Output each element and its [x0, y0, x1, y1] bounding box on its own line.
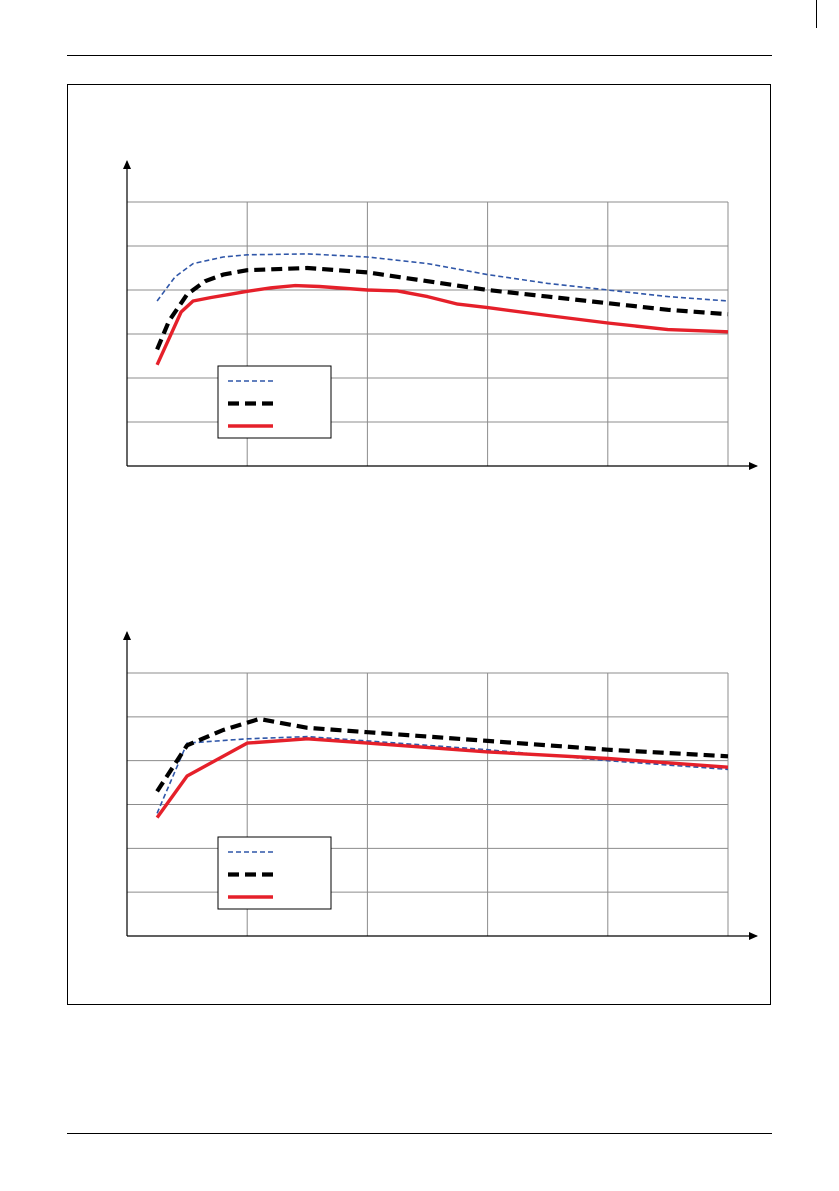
- series-line-2: [155, 716, 729, 793]
- legend: [217, 836, 332, 910]
- series-line-1: [156, 253, 729, 302]
- chart-top: [123, 160, 758, 470]
- header-rule: [67, 55, 772, 56]
- series-line-1: [156, 735, 729, 814]
- page-corner-mark: [816, 0, 817, 28]
- figure-frame: [67, 84, 771, 1005]
- chart-bottom: [123, 631, 758, 940]
- series-line-3: [155, 737, 729, 819]
- footer-rule: [67, 1133, 772, 1134]
- series-line-3: [155, 283, 729, 366]
- legend: [217, 365, 332, 439]
- series-line-2: [155, 265, 729, 351]
